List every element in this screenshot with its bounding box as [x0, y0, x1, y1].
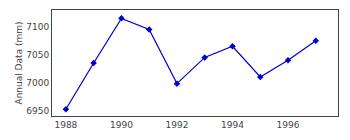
svg-text:6950: 6950	[26, 106, 49, 116]
svg-text:1996: 1996	[277, 120, 300, 130]
svg-text:7000: 7000	[26, 78, 49, 88]
svg-text:7100: 7100	[26, 22, 49, 32]
svg-text:1988: 1988	[54, 120, 77, 130]
svg-text:1992: 1992	[165, 120, 188, 130]
svg-text:Annual Data (mm): Annual Data (mm)	[14, 21, 24, 104]
svg-text:1990: 1990	[110, 120, 133, 130]
svg-text:7050: 7050	[26, 50, 49, 60]
svg-text:1994: 1994	[221, 120, 244, 130]
